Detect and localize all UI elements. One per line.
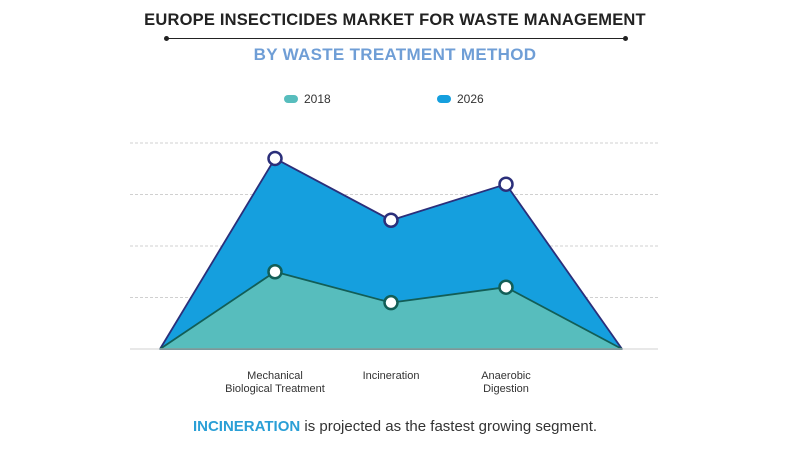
divider-right-dot: [623, 35, 628, 41]
chart-caption: INCINERATION is projected as the fastest…: [0, 418, 790, 435]
data-point-2026: [383, 212, 399, 228]
legend-swatch-2026: [437, 95, 451, 103]
legend-label-2026: 2026: [457, 92, 484, 106]
x-tick-label: Incineration: [363, 370, 420, 382]
title-divider: [164, 35, 628, 41]
legend-label-2018: 2018: [304, 92, 331, 106]
area-chart: Mechanical Biological Treatment Incinerati…: [130, 92, 658, 395]
caption-text: is projected as the fastest growing segm…: [300, 418, 598, 435]
chart-title: EUROPE INSECTICIDES MARKET FOR WASTE MAN…: [144, 11, 646, 29]
data-point-2018: [498, 279, 514, 295]
x-tick-label: Mechanical Biological Treatment: [225, 370, 325, 395]
data-point-2026: [267, 150, 283, 167]
data-point-2018: [383, 294, 399, 311]
data-point-2018: [267, 264, 283, 280]
caption-highlight: INCINERATION: [192, 418, 301, 435]
divider-left-dot: [164, 35, 169, 41]
legend-swatch-2018: [284, 95, 298, 103]
chart-subtitle: BY WASTE TREATMENT METHOD: [253, 45, 537, 64]
x-tick-label: Anaerobic Digestion: [481, 370, 531, 395]
data-point-2026: [498, 176, 514, 192]
